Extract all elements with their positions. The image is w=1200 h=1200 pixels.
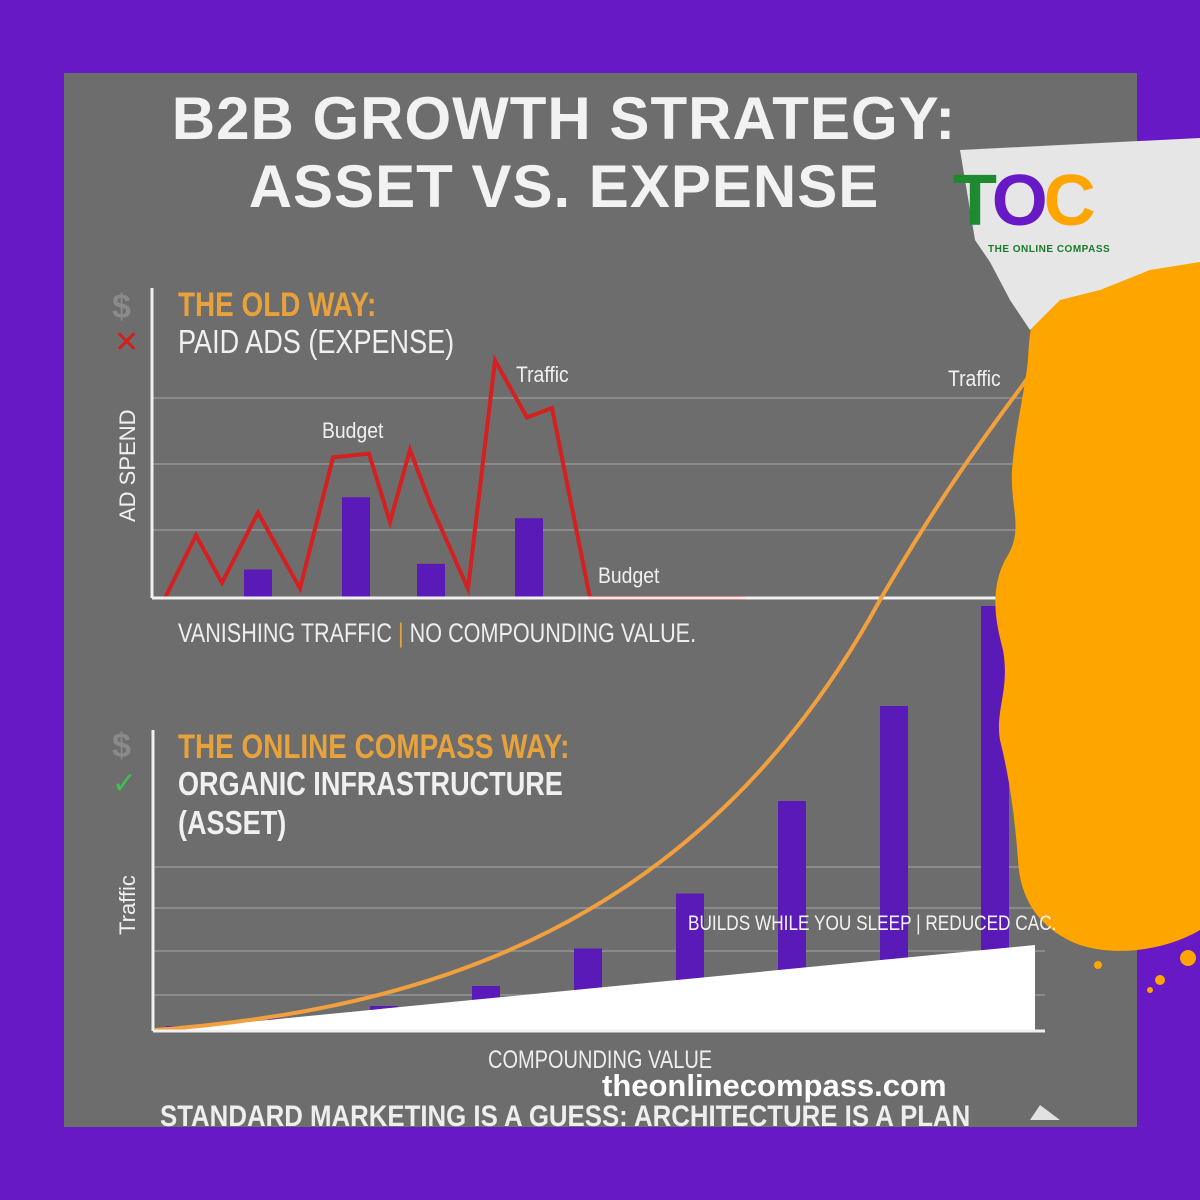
dollar-icon: $ xyxy=(112,727,131,765)
ad-spend-axis-label: AD SPEND xyxy=(115,409,140,522)
budget-annotation-top: Budget xyxy=(322,418,384,443)
budget-bar xyxy=(417,563,445,598)
corner-triangle xyxy=(1030,1105,1060,1120)
splash-drop xyxy=(1180,950,1196,966)
caption-no-compounding: NO COMPOUNDING VALUE. xyxy=(409,618,697,648)
builds-while-you-sleep-caption: BUILDS WHILE YOU SLEEP | REDUCED CAC. xyxy=(688,912,1057,935)
footer-tagline: STANDARD MARKETING IS A GUESS: ARCHITECT… xyxy=(160,1100,971,1133)
budget-bar xyxy=(515,518,543,598)
check-icon: ✓ xyxy=(112,767,138,800)
title-line-2: ASSET VS. EXPENSE xyxy=(248,153,880,220)
budget-bar xyxy=(342,497,370,598)
compass-way-traffic-curve xyxy=(154,373,1032,1032)
old-way-grid xyxy=(152,397,1030,531)
traffic-axis-label: Traffic xyxy=(115,875,140,935)
budget-bar xyxy=(244,569,272,598)
curve-traffic-label: Traffic xyxy=(948,366,1001,391)
compass-way-heading: THE ONLINE COMPASS WAY: xyxy=(178,728,570,766)
toc-logo: TOC xyxy=(953,160,1096,242)
x-icon: ✕ xyxy=(114,326,140,359)
budget-annotation-bottom: Budget xyxy=(598,563,660,588)
old-way-budget-bars xyxy=(244,497,543,598)
splash-drop xyxy=(1147,987,1153,993)
old-way-subheading: PAID ADS (EXPENSE) xyxy=(178,323,455,360)
logo-letter-t: T xyxy=(953,161,996,241)
caption-vanishing-traffic: VANISHING TRAFFIC xyxy=(178,618,393,648)
old-way-caption: VANISHING TRAFFIC | NO COMPOUNDING VALUE… xyxy=(178,618,696,649)
orange-paint-splash xyxy=(995,258,1200,951)
title-line-1: B2B GROWTH STRATEGY: xyxy=(171,85,957,152)
splash-drop xyxy=(1094,961,1102,969)
old-way-heading: THE OLD WAY: xyxy=(178,286,377,324)
dollar-icon: $ xyxy=(112,288,131,326)
compass-way-subheading-1: ORGANIC INFRASTRUCTURE xyxy=(178,765,563,802)
compass-way-value-wedge xyxy=(155,945,1035,1031)
logo-letter-c: C xyxy=(1043,161,1096,241)
logo-backdrop xyxy=(960,138,1200,330)
website-url[interactable]: theonlinecompass.com xyxy=(602,1068,947,1103)
logo-letter-o: O xyxy=(991,161,1048,241)
compass-way-subheading-2: (ASSET) xyxy=(178,804,287,841)
traffic-annotation: Traffic xyxy=(516,362,569,387)
caption-divider: | xyxy=(398,618,404,648)
splash-drop xyxy=(1155,975,1165,985)
logo-tagline: THE ONLINE COMPASS xyxy=(988,244,1111,255)
compounding-value-label: COMPOUNDING VALUE xyxy=(488,1046,713,1074)
